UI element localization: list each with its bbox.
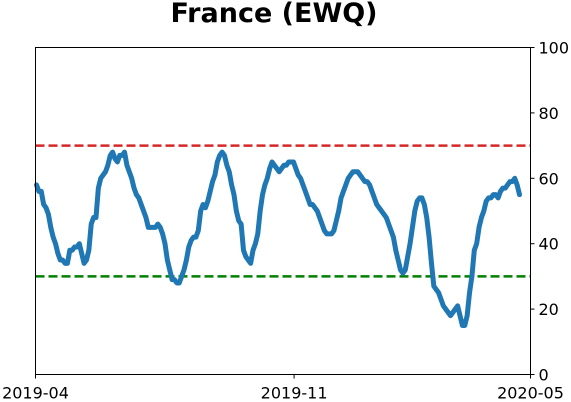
y-tick-label: 40 <box>539 235 559 254</box>
x-tick-label: 2019-11 <box>261 384 328 402</box>
x-tick-label: 2019-04 <box>2 384 69 402</box>
x-axis: 2019-04 2019-11 2020-05 <box>2 374 564 402</box>
y-tick-label: 0 <box>539 366 549 385</box>
y-axis: 0 20 40 60 80 100 <box>530 39 570 385</box>
y-tick-label: 60 <box>539 169 559 188</box>
x-tick-label: 2020-05 <box>497 384 564 402</box>
reference-lines <box>35 144 531 278</box>
chart-title: France (EWQ) <box>170 0 377 29</box>
series-group <box>34 149 522 328</box>
series-line <box>34 149 522 328</box>
y-tick-label: 20 <box>539 300 559 319</box>
y-tick-label: 100 <box>539 39 570 58</box>
plot-area-frame <box>35 47 531 375</box>
y-tick-label: 80 <box>539 104 559 123</box>
